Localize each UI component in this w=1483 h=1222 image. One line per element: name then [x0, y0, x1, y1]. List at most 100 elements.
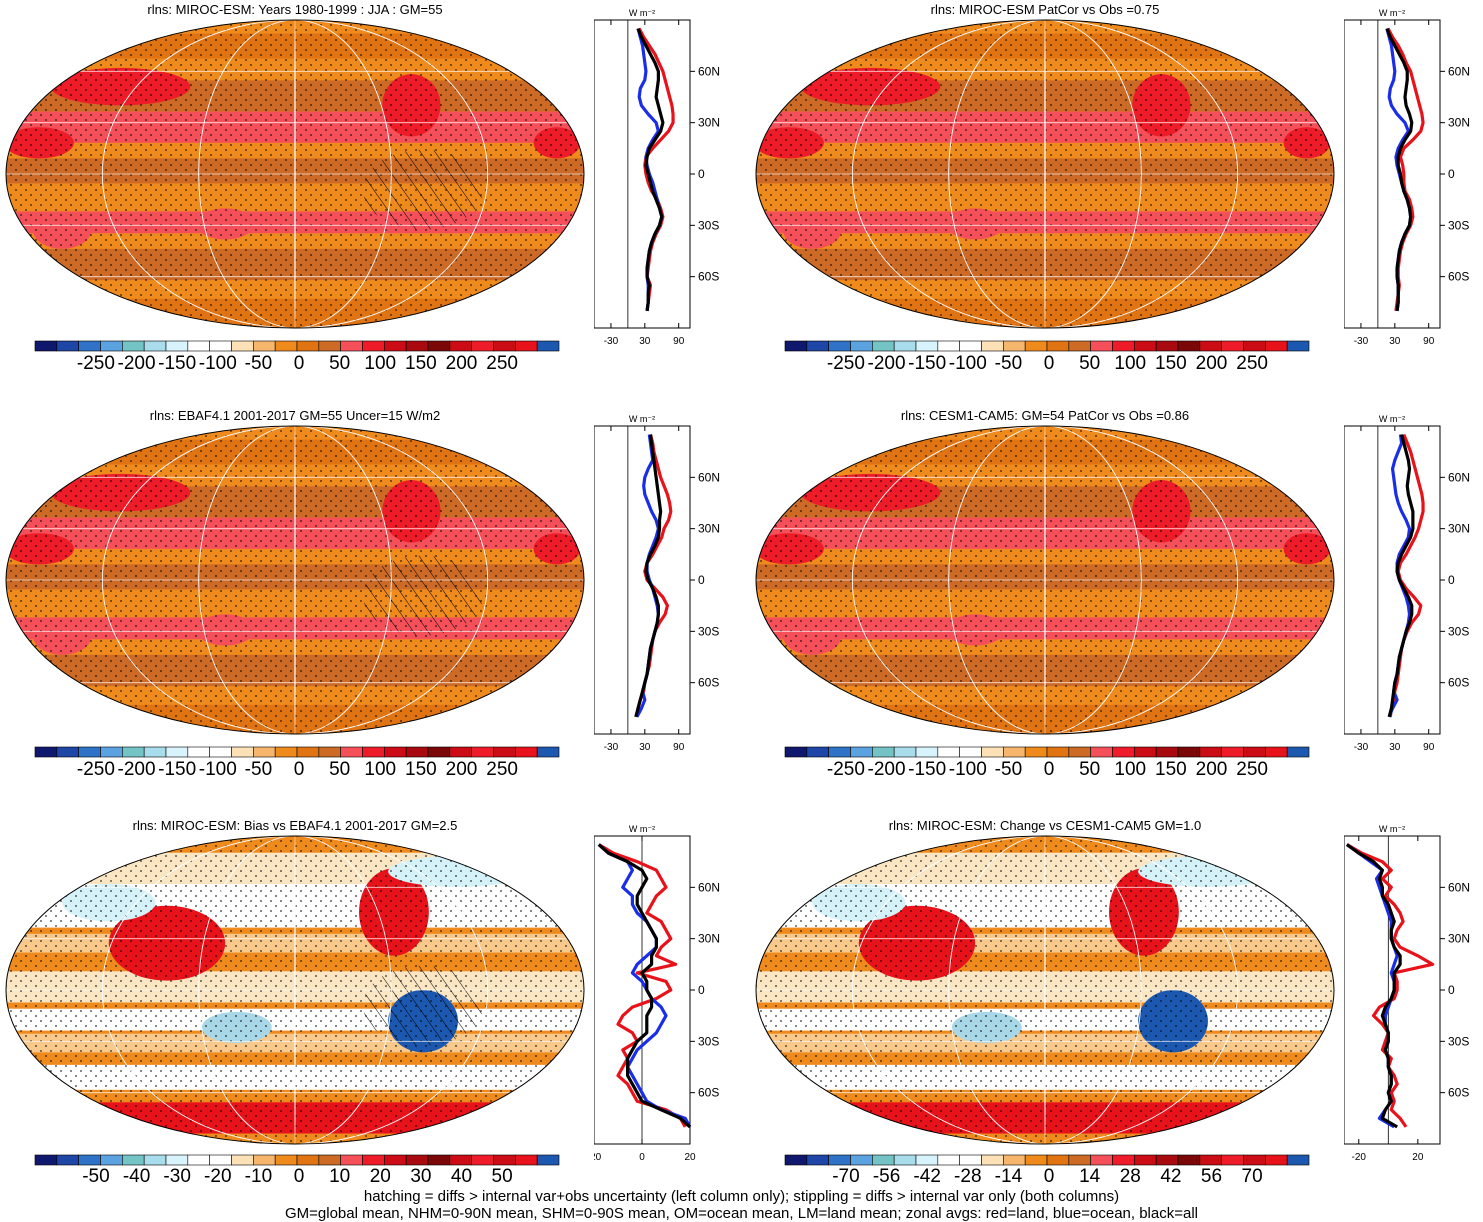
colorbar-box — [828, 746, 851, 758]
colorbar-box — [122, 746, 145, 758]
colorbar-box — [784, 340, 808, 352]
colorbar-box — [850, 340, 873, 352]
colorbar-box — [362, 340, 385, 352]
lat-tick-label: 30S — [698, 624, 719, 638]
colorbar-box — [56, 340, 79, 352]
colorbar-box — [1003, 340, 1026, 352]
colorbar-tick-label: 250 — [486, 353, 518, 374]
colorbar-tick-label: -20 — [204, 1166, 232, 1187]
colorbar-tick-label: 0 — [293, 353, 305, 374]
colorbar-box — [1286, 340, 1310, 352]
colorbar-tick-label: -10 — [244, 1166, 273, 1187]
colorbar-tick-label: -50 — [994, 759, 1023, 780]
colorbar-tick-label: -50 — [244, 353, 273, 374]
colorbar-box — [296, 1154, 320, 1166]
lat-tick-label: 0 — [698, 983, 705, 997]
colorbar-tick-label: -56 — [872, 1166, 901, 1187]
colorbar-box — [828, 1154, 851, 1166]
colorbar-box — [1221, 746, 1244, 758]
colorbar-tick-label: -200 — [867, 353, 906, 374]
hatched-region — [363, 555, 484, 636]
hatched-region — [363, 149, 484, 230]
colorbar-box — [959, 746, 982, 758]
colorbar-box — [872, 746, 895, 758]
lat-tick-label: 0 — [698, 573, 705, 587]
colorbar-box — [493, 340, 516, 352]
colorbar-box — [515, 746, 538, 758]
colorbar-tick-label: 200 — [445, 353, 478, 374]
zonal-series-land — [597, 843, 687, 1128]
colorbar-box — [165, 746, 189, 758]
colorbar-tick-label: -50 — [82, 1166, 110, 1187]
colorbar-box — [981, 1154, 1004, 1166]
x-tick-label: 90 — [673, 336, 685, 347]
colorbar-tick-label: 200 — [1195, 759, 1228, 780]
colorbar-box — [1112, 746, 1135, 758]
colorbar-tick-label: -150 — [908, 353, 947, 374]
colorbar-box — [187, 1154, 210, 1166]
colorbar-box — [1243, 1154, 1266, 1166]
colorbar-box — [1046, 746, 1070, 758]
colorbar-tick-label: 42 — [1160, 1166, 1182, 1187]
zonal-series-all — [1346, 843, 1402, 1129]
colorbar-tick-label: 150 — [405, 353, 437, 374]
colorbar-tick-label: -250 — [826, 759, 865, 780]
colorbar-box — [536, 1154, 560, 1166]
colorbar-box — [340, 340, 363, 352]
colorbar-tick-label: 50 — [491, 1166, 513, 1187]
lat-tick-label: 60S — [698, 270, 719, 284]
colorbar-box — [1003, 746, 1026, 758]
colorbar-box — [1265, 746, 1288, 758]
colorbar-box — [1243, 340, 1266, 352]
lat-tick-label: 60N — [698, 880, 720, 894]
colorbar-tick-label: 20 — [369, 1166, 391, 1187]
colorbar-box — [1046, 340, 1070, 352]
colorbar-box — [806, 1154, 829, 1166]
colorbar-box — [1112, 340, 1135, 352]
zonal-plot-p2: W m⁻² 60N 30N 0 30S 60S -30 30 90 — [1344, 8, 1470, 347]
colorbar-box — [427, 746, 451, 758]
colorbar-box — [850, 746, 873, 758]
colorbar-tick-label: 50 — [329, 353, 351, 374]
map-p6 — [755, 835, 1335, 1145]
colorbar-tick-label: -250 — [76, 353, 115, 374]
colorbar-tick-label: 250 — [486, 759, 518, 780]
colorbar-box — [122, 1154, 145, 1166]
x-tick-label: -30 — [1354, 336, 1369, 347]
x-tick-label: 0 — [639, 1152, 645, 1163]
colorbar-box — [143, 746, 167, 758]
colorbar-p2 — [784, 340, 1310, 352]
colorbar-tick-label: -50 — [994, 353, 1023, 374]
colorbar-box — [1155, 746, 1179, 758]
colorbar-tick-label: -200 — [117, 353, 156, 374]
colorbar-box — [78, 746, 101, 758]
colorbar-tick-label: 200 — [1195, 353, 1228, 374]
colorbar-box — [143, 1154, 167, 1166]
x-tick-label: -30 — [604, 336, 619, 347]
colorbar-tick-label: 250 — [1236, 353, 1268, 374]
colorbar-tick-label: -42 — [913, 1166, 941, 1187]
colorbar-box — [1068, 1154, 1091, 1166]
lat-tick-label: 0 — [698, 167, 705, 181]
colorbar-box — [1068, 746, 1091, 758]
colorbar-tick-label: 100 — [364, 759, 397, 780]
colorbar-box — [449, 1154, 472, 1166]
zonal-plot-p4: W m⁻² 60N 30N 0 30S 60S -30 30 90 — [1344, 414, 1470, 753]
lat-tick-label: 60S — [1448, 676, 1469, 690]
lat-tick-label: 30N — [1448, 116, 1470, 130]
colorbar-tick-label: 0 — [293, 759, 305, 780]
colorbar-box — [1221, 1154, 1244, 1166]
colorbar-box — [1199, 340, 1222, 352]
x-tick-label: 30 — [1389, 336, 1401, 347]
colorbar-tick-label: -150 — [158, 759, 197, 780]
colorbar-box — [362, 746, 385, 758]
colorbar-box — [405, 340, 429, 352]
colorbar-box — [937, 1154, 960, 1166]
colorbar-tick-label: -200 — [867, 759, 906, 780]
lat-tick-label: 60N — [1448, 64, 1470, 78]
map-title-p2: rlns: MIROC-ESM PatCor vs Obs =0.75 — [930, 2, 1160, 17]
colorbar-box — [515, 340, 538, 352]
colorbar-box — [78, 340, 101, 352]
zonal-series-all — [597, 843, 692, 1129]
zonal-plot-p6: W m⁻² 60N 30N 0 30S 60S -20 20 — [1344, 824, 1470, 1163]
